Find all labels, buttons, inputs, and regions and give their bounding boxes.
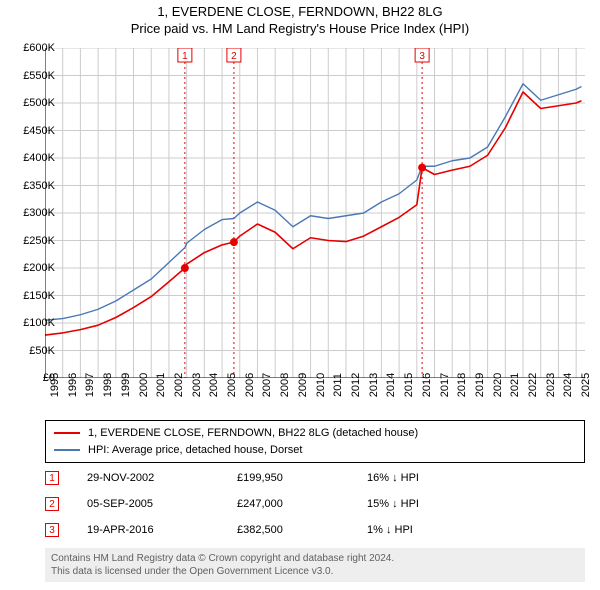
x-tick-label: 2006 (244, 373, 256, 397)
y-tick-label: £450K (23, 125, 55, 137)
x-tick-label: 2024 (562, 373, 574, 397)
svg-text:2: 2 (231, 51, 237, 62)
x-tick-label: 2004 (208, 373, 220, 397)
legend-label: HPI: Average price, detached house, Dors… (88, 442, 302, 459)
x-tick-label: 2016 (421, 373, 433, 397)
chart-title-block: 1, EVERDENE CLOSE, FERNDOWN, BH22 8LG Pr… (0, 0, 600, 38)
x-tick-label: 2002 (173, 373, 185, 397)
footer-attribution: Contains HM Land Registry data © Crown c… (45, 548, 585, 582)
y-tick-label: £500K (23, 97, 55, 109)
x-tick-label: 2021 (509, 373, 521, 397)
tx-price: £247,000 (237, 498, 367, 510)
legend-swatch (54, 432, 80, 434)
x-tick-label: 2010 (315, 373, 327, 397)
tx-price: £199,950 (237, 472, 367, 484)
x-tick-label: 2009 (297, 373, 309, 397)
x-tick-label: 2005 (226, 373, 238, 397)
x-tick-label: 2025 (580, 373, 592, 397)
y-tick-label: £350K (23, 180, 55, 192)
y-tick-label: £600K (23, 42, 55, 54)
x-tick-label: 2022 (527, 373, 539, 397)
x-tick-label: 2003 (191, 373, 203, 397)
transactions-table: 1 29-NOV-2002 £199,950 16% ↓ HPI 2 05-SE… (45, 465, 585, 543)
x-tick-label: 2015 (403, 373, 415, 397)
tx-marker: 2 (45, 497, 59, 511)
y-tick-label: £250K (23, 235, 55, 247)
tx-price: £382,500 (237, 524, 367, 536)
legend-label: 1, EVERDENE CLOSE, FERNDOWN, BH22 8LG (d… (88, 425, 418, 442)
table-row: 1 29-NOV-2002 £199,950 16% ↓ HPI (45, 465, 585, 491)
x-tick-label: 2008 (279, 373, 291, 397)
x-tick-label: 1998 (102, 373, 114, 397)
svg-text:1: 1 (182, 51, 188, 62)
x-tick-label: 2018 (456, 373, 468, 397)
y-tick-label: £400K (23, 152, 55, 164)
x-tick-label: 2020 (492, 373, 504, 397)
x-tick-label: 1999 (120, 373, 132, 397)
x-tick-label: 2019 (474, 373, 486, 397)
x-tick-label: 2000 (138, 373, 150, 397)
x-tick-label: 1996 (67, 373, 79, 397)
chart-container: 1, EVERDENE CLOSE, FERNDOWN, BH22 8LG Pr… (0, 0, 600, 590)
tx-hpi: 16% ↓ HPI (367, 472, 487, 484)
x-tick-label: 2013 (368, 373, 380, 397)
chart-address: 1, EVERDENE CLOSE, FERNDOWN, BH22 8LG (0, 4, 600, 21)
legend-item: 1, EVERDENE CLOSE, FERNDOWN, BH22 8LG (d… (54, 425, 576, 442)
x-tick-label: 1997 (84, 373, 96, 397)
y-tick-label: £200K (23, 262, 55, 274)
tx-date: 29-NOV-2002 (87, 472, 237, 484)
chart-subtitle: Price paid vs. HM Land Registry's House … (0, 21, 600, 38)
x-tick-label: 1995 (49, 373, 61, 397)
table-row: 3 19-APR-2016 £382,500 1% ↓ HPI (45, 517, 585, 543)
y-tick-label: £150K (23, 290, 55, 302)
x-tick-label: 2017 (439, 373, 451, 397)
svg-text:3: 3 (419, 51, 425, 62)
x-tick-label: 2001 (155, 373, 167, 397)
tx-date: 19-APR-2016 (87, 524, 237, 536)
tx-hpi: 15% ↓ HPI (367, 498, 487, 510)
tx-hpi: 1% ↓ HPI (367, 524, 487, 536)
table-row: 2 05-SEP-2005 £247,000 15% ↓ HPI (45, 491, 585, 517)
footer-line: This data is licensed under the Open Gov… (51, 565, 579, 578)
chart-plot-area: 1 2 3 (45, 48, 585, 378)
footer-line: Contains HM Land Registry data © Crown c… (51, 552, 579, 565)
tx-marker: 1 (45, 471, 59, 485)
y-tick-label: £300K (23, 207, 55, 219)
legend-item: HPI: Average price, detached house, Dors… (54, 442, 576, 459)
x-tick-label: 2012 (350, 373, 362, 397)
x-tick-label: 2007 (261, 373, 273, 397)
y-tick-label: £100K (23, 317, 55, 329)
tx-date: 05-SEP-2005 (87, 498, 237, 510)
x-tick-label: 2023 (545, 373, 557, 397)
tx-marker: 3 (45, 523, 59, 537)
y-tick-label: £50K (29, 345, 55, 357)
x-tick-label: 2014 (385, 373, 397, 397)
y-tick-label: £550K (23, 70, 55, 82)
x-tick-label: 2011 (332, 373, 344, 397)
chart-svg: 1 2 3 (45, 48, 585, 378)
legend-box: 1, EVERDENE CLOSE, FERNDOWN, BH22 8LG (d… (45, 420, 585, 463)
legend-swatch (54, 449, 80, 451)
